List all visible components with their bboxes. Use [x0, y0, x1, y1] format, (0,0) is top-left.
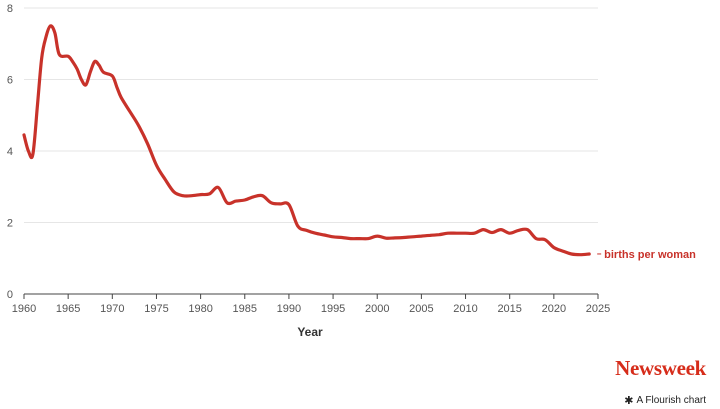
x-tick-label: 2015	[497, 303, 521, 315]
x-tick-label: 2000	[365, 303, 389, 315]
x-tick-label: 1975	[144, 303, 168, 315]
flourish-credit[interactable]: ✱ A Flourish chart	[624, 395, 706, 406]
y-tick-label: 4	[7, 146, 13, 158]
x-tick-label: 2025	[586, 303, 610, 315]
x-tick-label: 2010	[453, 303, 477, 315]
y-tick-label: 6	[7, 75, 13, 87]
series-line-births-per-woman[interactable]	[22, 24, 591, 257]
x-tick-label: 1985	[233, 303, 257, 315]
x-tick-label: 1995	[321, 303, 345, 315]
y-tick-label: 8	[7, 3, 13, 15]
x-tick-label: 1970	[100, 303, 124, 315]
y-tick-label: 2	[7, 218, 13, 230]
grid-lines	[24, 7, 598, 223]
x-tick-labels: 1960 1965 1970 1975 1980 1985 1990 1995 2000 2005…	[12, 303, 610, 315]
x-axis-title: Year	[297, 325, 323, 339]
credit-text: A Flourish chart	[636, 395, 706, 406]
x-tick-label: 2020	[542, 303, 566, 315]
y-tick-labels: 0 2 4 6 8	[7, 3, 13, 301]
newsweek-logo[interactable]: Newsweek	[615, 356, 706, 380]
y-tick-label: 0	[7, 289, 13, 301]
x-tick-label: 1960	[12, 303, 36, 315]
x-tick-label: 2005	[409, 303, 433, 315]
x-axis	[23, 293, 599, 299]
x-tick-label: 1990	[277, 303, 301, 315]
x-tick-label: 1965	[56, 303, 80, 315]
asterisk-icon: ✱	[624, 394, 634, 407]
series-label-births-per-woman: births per woman	[604, 249, 696, 261]
x-tick-label: 1980	[188, 303, 212, 315]
series-group: births per woman	[22, 24, 696, 261]
